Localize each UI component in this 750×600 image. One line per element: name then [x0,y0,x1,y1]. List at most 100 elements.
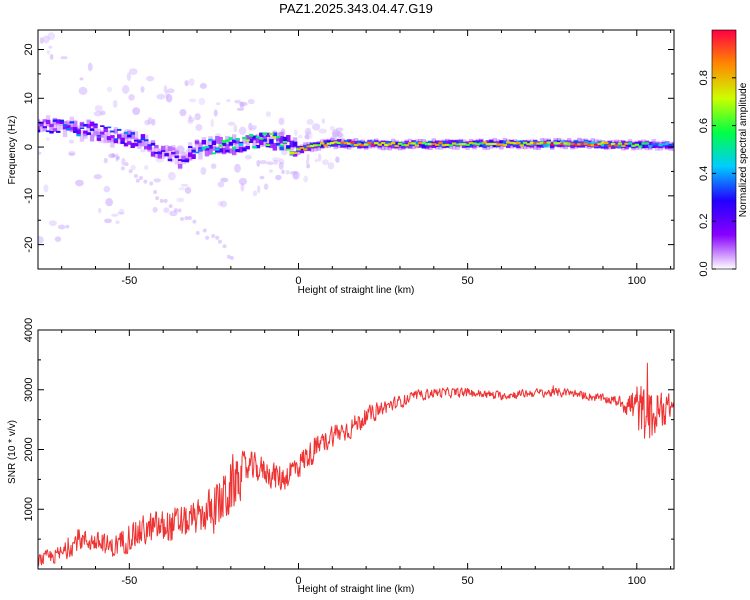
heatmap-cell [600,142,606,147]
heatmap-cell [509,141,514,144]
heatmap-cell [221,140,227,143]
heatmap-noise-cell [195,124,203,132]
heatmap-branch-cell [155,196,160,201]
heatmap-noise-cell [303,175,309,183]
heatmap-cell [292,141,298,147]
heatmap-cell [208,138,213,142]
heatmap-cell [154,145,159,149]
heatmap-cell [519,140,524,145]
heatmap-cell [89,134,95,142]
heatmap-cell [276,142,281,146]
heatmap-cell [211,146,217,151]
heatmap-cell [654,143,660,146]
heatmap-noise-cell [304,134,310,140]
heatmap-cell [374,142,379,145]
heatmap-cell [52,128,58,132]
heatmap-cell [292,151,298,157]
heatmap-cell [279,136,284,144]
heatmap-noise-cell [280,128,286,137]
heatmap-cell [218,136,223,144]
heatmap-cell [154,145,159,155]
heatmap-cell [177,164,183,169]
heatmap-branch-cell [195,230,200,235]
heatmap-branch-cell [116,155,121,160]
heatmap-cell [377,143,382,146]
heatmap-cell [93,131,98,136]
heatmap-cell [106,126,112,129]
heatmap-cell [245,136,250,147]
heatmap-cell [323,141,328,146]
heatmap-noise-cell [239,101,245,109]
heatmap-cell [435,143,440,146]
heatmap-cell [86,132,91,135]
heatmap-cell [627,142,633,145]
heatmap-cell [441,144,447,147]
y-tick-label: -10 [23,188,35,204]
heatmap-cell [286,148,291,151]
heatmap-cell [113,138,118,141]
heatmap-cell [286,135,291,142]
heatmap-cell [621,140,626,147]
heatmap-cell [610,143,616,146]
heatmap-cell [150,147,156,155]
heatmap-cell [100,125,105,127]
heatmap-noise-cell [57,224,66,230]
heatmap-cell [516,142,521,148]
heatmap-noise-cell [306,153,310,161]
snr-plot-area [38,330,674,569]
heatmap-cell [157,151,162,155]
heatmap-noise-cell [251,125,257,130]
heatmap-cell [333,141,338,144]
heatmap-noise-cell [213,109,218,117]
heatmap-cell [188,155,193,161]
spectrogram-xlabel: Height of straight line (km) [298,285,415,296]
heatmap-cell [154,151,159,154]
heatmap-noise-cell [104,218,112,224]
heatmap-noise-cell [327,162,335,170]
heatmap-cell [106,129,112,140]
heatmap-cell [62,125,68,137]
heatmap-cell [661,143,667,146]
heatmap-cell [262,135,267,142]
heatmap-cell [668,144,673,149]
heatmap-cell [96,137,102,141]
heatmap-noise-cell [297,134,303,139]
heatmap-cell [546,142,551,147]
heatmap-cell [161,145,166,151]
heatmap-cell [259,132,264,138]
heatmap-cell [167,158,173,162]
heatmap-cell [387,143,392,146]
heatmap-cell [248,134,254,137]
heatmap-cell [279,146,284,151]
heatmap-noise-cell [105,198,114,207]
heatmap-cell [272,132,277,137]
heatmap-cell [617,142,623,145]
heatmap-cell [330,142,335,147]
x-tick-label: 100 [628,575,646,587]
heatmap-noise-cell [47,32,56,41]
heatmap-cell [66,128,71,131]
heatmap-cell [292,152,298,154]
colorbar-label: Normalized spectral amplitude [738,82,749,217]
heatmap-cell [218,148,223,153]
heatmap-branch-cell [217,239,222,244]
heatmap-cell [127,135,132,142]
heatmap-noise-cell [140,149,146,153]
heatmap-cell [276,136,281,139]
heatmap-noise-cell [188,114,192,120]
heatmap-cell [421,143,426,148]
heatmap-cell [100,131,105,138]
heatmap-cell [289,140,294,148]
heatmap-noise-cell [285,169,290,175]
heatmap-noise-cell [249,127,256,131]
heatmap-cell [316,144,321,147]
heatmap-noise-cell [329,126,335,131]
heatmap-cell [357,140,362,145]
heatmap-cell [560,143,565,146]
heatmap-cell [232,134,237,145]
heatmap-noise-cell [263,183,269,190]
spectrogram-heatmap [38,32,674,261]
heatmap-cell [120,137,125,143]
heatmap-branch-cell [149,181,154,186]
